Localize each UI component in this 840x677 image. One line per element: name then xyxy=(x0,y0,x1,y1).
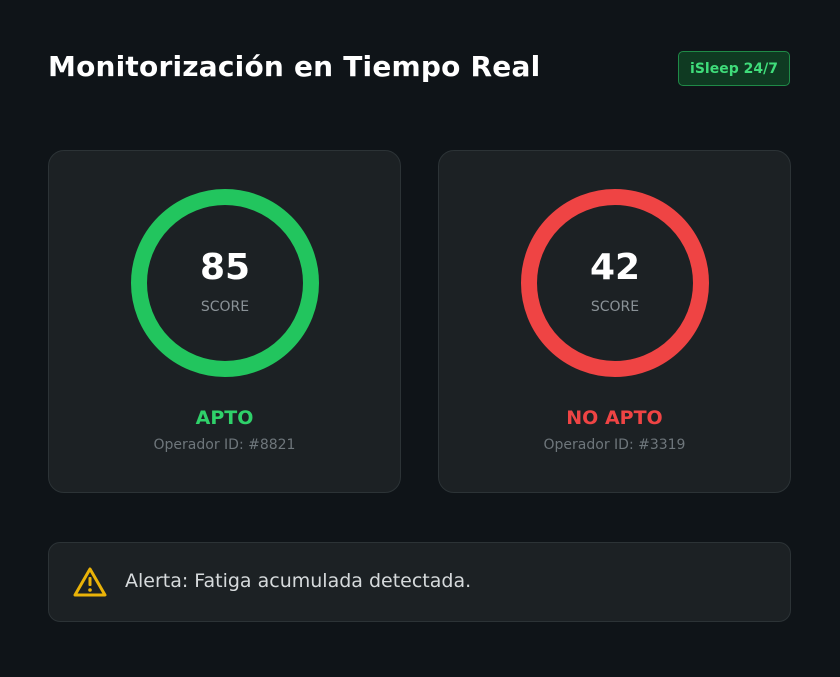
page-title: Monitorización en Tiempo Real xyxy=(48,50,541,83)
score-value: 42 xyxy=(589,247,641,288)
score-gauge: 42 SCORE xyxy=(521,189,709,377)
score-label: SCORE xyxy=(590,299,640,315)
score-ring xyxy=(521,189,709,377)
score-ring-arc xyxy=(131,189,319,377)
score-value: 85 xyxy=(199,247,251,288)
status-text: NO APTO xyxy=(566,407,663,429)
operator-id: Operador ID: #3319 xyxy=(543,437,686,453)
operator-card-3319[interactable]: 42 SCORE NO APTO Operador ID: #3319 xyxy=(438,150,791,493)
status-text: APTO xyxy=(195,407,254,429)
alert-message: Alerta: Fatiga acumulada detectada. xyxy=(125,570,472,592)
score-ring xyxy=(131,189,319,377)
operator-card-8821[interactable]: 85 SCORE APTO Operador ID: #8821 xyxy=(48,150,401,493)
brand-badge: iSleep 24/7 xyxy=(678,51,790,86)
warning-icon xyxy=(73,567,107,597)
operator-id: Operador ID: #8821 xyxy=(153,437,296,453)
score-gauge: 85 SCORE xyxy=(131,189,319,377)
score-ring-arc xyxy=(521,189,709,377)
alert-banner: Alerta: Fatiga acumulada detectada. xyxy=(48,542,791,622)
score-label: SCORE xyxy=(200,299,250,315)
